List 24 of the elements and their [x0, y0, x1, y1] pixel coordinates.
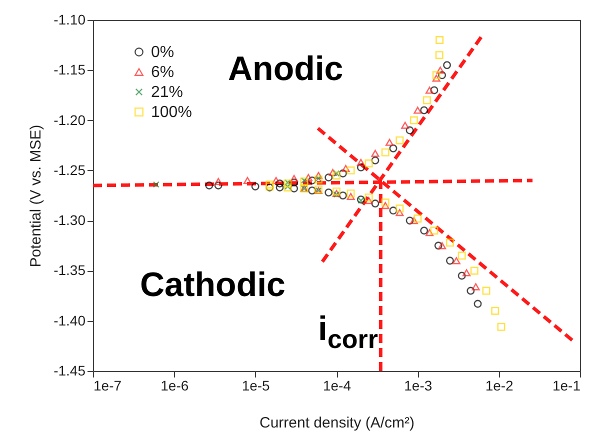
- y-tick-label: -1.30: [54, 212, 86, 228]
- legend-label: 6%: [151, 64, 174, 81]
- annotation: Cathodic: [140, 266, 286, 304]
- legend-label: 0%: [151, 44, 174, 61]
- legend-label: 100%: [151, 104, 192, 121]
- annotation: i$_{corr}$: [318, 310, 378, 354]
- y-tick-label: -1.25: [54, 162, 86, 178]
- x-axis-title: Current density (A/cm²): [259, 414, 415, 432]
- y-axis-title: Potential (V vs. MSE): [28, 124, 45, 268]
- annotation: Anodic: [228, 50, 344, 88]
- y-tick-label: -1.15: [54, 62, 86, 78]
- x-tick-label: 1e-7: [94, 378, 122, 394]
- y-tick-label: -1.35: [54, 262, 86, 278]
- x-tick-label: 1e-3: [404, 378, 432, 394]
- y-tick-label: -1.40: [54, 312, 86, 328]
- y-tick-label: -1.10: [54, 12, 86, 28]
- x-tick-label: 1e-2: [485, 378, 514, 394]
- legend-label: 21%: [151, 84, 184, 101]
- x-tick-label: 1e-4: [322, 378, 352, 394]
- x-tick-label: 1e-5: [242, 378, 270, 394]
- y-tick-label: -1.45: [54, 362, 86, 378]
- x-tick-label: 1e-6: [160, 378, 189, 394]
- y-tick-label: -1.20: [54, 112, 86, 128]
- x-tick-label: 1e-1: [552, 378, 581, 394]
